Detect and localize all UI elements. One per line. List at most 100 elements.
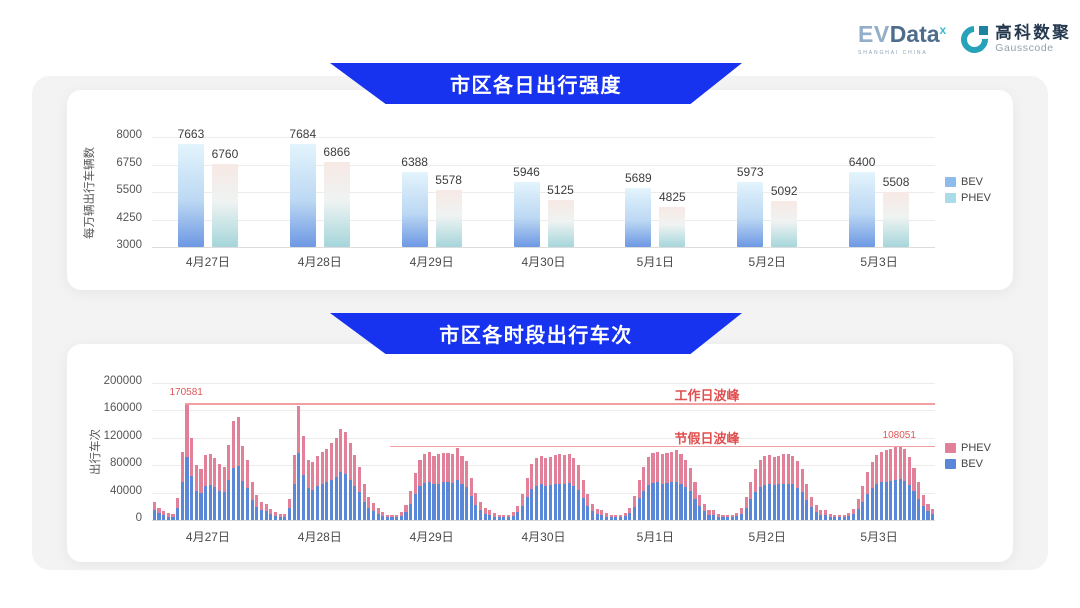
bev-segment	[907, 485, 911, 520]
phev-segment	[227, 444, 231, 481]
phev-value-label: 5125	[547, 183, 574, 198]
evdata-logo: EVDatax SHANGHAI CHINA	[858, 20, 946, 56]
phev-segment	[660, 454, 664, 484]
phev-segment	[674, 450, 678, 482]
phev-segment	[530, 463, 534, 490]
phev-segment	[814, 504, 818, 512]
phev-segment	[772, 456, 776, 486]
phev-segment	[283, 513, 287, 517]
phev-segment	[297, 405, 301, 453]
bev-segment	[651, 483, 655, 520]
phev-segment	[912, 467, 916, 492]
phev-segment	[488, 509, 492, 515]
bev-segment	[795, 487, 800, 520]
phev-segment	[749, 482, 753, 500]
phev-segment	[684, 459, 688, 488]
bev-segment	[395, 517, 399, 520]
bev-segment	[297, 452, 301, 520]
gausscode-g-square	[979, 25, 989, 35]
phev-segment	[479, 502, 483, 511]
gridline	[152, 437, 935, 439]
phev-segment	[367, 496, 371, 508]
phev-segment	[907, 456, 911, 486]
x-tick-label: 5月1日	[636, 530, 675, 544]
bev-segment	[879, 482, 883, 520]
workday_peak-line	[184, 403, 935, 405]
bev-segment	[283, 516, 287, 520]
phev-segment	[166, 513, 170, 517]
phev-segment	[507, 515, 511, 518]
bev-segment	[385, 517, 389, 520]
phev-segment	[833, 515, 837, 518]
phev-segment	[870, 461, 874, 488]
bev-segment	[604, 516, 608, 520]
legend-item-phev[interactable]: PHEV	[945, 190, 991, 205]
x-tick-label: 5月2日	[748, 530, 786, 544]
phev-segment	[371, 502, 375, 512]
phev-segment	[516, 506, 520, 513]
phev-segment	[758, 459, 762, 488]
bev-segment	[688, 491, 692, 520]
bev-segment	[707, 514, 711, 520]
daily-intensity-chart: 3000 4250 5500 6750 8000 每万辆出行车辆数 7663 6760 4月27…	[67, 90, 1013, 290]
phev-segment	[572, 458, 576, 486]
bev-segment	[740, 513, 744, 520]
phev-segment	[632, 496, 636, 507]
phev-segment	[735, 513, 739, 516]
daily-intensity-card: 3000 4250 5500 6750 8000 每万辆出行车辆数 7663 6760 4月27…	[67, 90, 1013, 290]
bev-segment	[474, 504, 478, 520]
bev-segment	[870, 487, 874, 520]
phev-segment	[786, 453, 790, 484]
bev-segment	[931, 513, 935, 520]
legend-item-bev[interactable]: BEV	[945, 456, 983, 471]
phev-segment	[730, 515, 734, 518]
bev-segment	[246, 488, 250, 520]
bev-segment	[768, 484, 772, 520]
bev-value-label: 6400	[848, 155, 876, 170]
evdata-logo-ev: EV	[858, 20, 890, 47]
phev-segment	[497, 514, 501, 518]
phev-segment	[446, 452, 450, 483]
phev-bar	[211, 164, 238, 247]
bev-segment	[712, 514, 716, 520]
bev-segment	[152, 510, 156, 520]
phev-segment	[171, 513, 175, 517]
bev-bar	[401, 172, 428, 247]
phev-segment	[842, 515, 846, 518]
legend-item-phev[interactable]: PHEV	[945, 440, 991, 455]
bev-segment	[749, 499, 753, 520]
phev-segment	[418, 459, 422, 487]
bev-segment	[628, 513, 632, 520]
phev-segment	[287, 499, 292, 509]
phev-segment	[469, 477, 473, 496]
bev-segment	[437, 483, 441, 520]
phev-segment	[343, 432, 347, 475]
bev-segment	[730, 517, 734, 520]
legend-item-bev[interactable]: BEV	[945, 174, 983, 189]
bev-segment	[208, 485, 212, 520]
bev-segment	[176, 507, 180, 520]
bev-segment	[381, 515, 385, 520]
bev-segment	[334, 476, 338, 520]
phev-segment	[339, 428, 343, 473]
phev-segment	[250, 482, 254, 501]
x-tick-label: 4月30日	[521, 255, 566, 269]
phev-segment	[190, 437, 194, 477]
phev-segment	[903, 449, 907, 481]
bev-bar	[289, 143, 316, 247]
phev-segment	[879, 451, 883, 483]
bev-legend-label: BEV	[961, 457, 984, 470]
phev-segment	[218, 463, 222, 491]
bev-segment	[259, 510, 264, 520]
bev-segment	[912, 491, 916, 520]
phev-segment	[534, 458, 539, 486]
phev-segment	[409, 491, 413, 505]
phev-segment	[423, 454, 427, 483]
phev-segment	[800, 469, 804, 492]
phev-value-label: 6760	[211, 147, 239, 162]
bev-segment	[833, 517, 837, 520]
bev-segment	[413, 493, 417, 520]
phev-segment	[889, 448, 893, 481]
x-tick-label: 4月29日	[409, 530, 454, 544]
phev-bar	[323, 161, 350, 247]
